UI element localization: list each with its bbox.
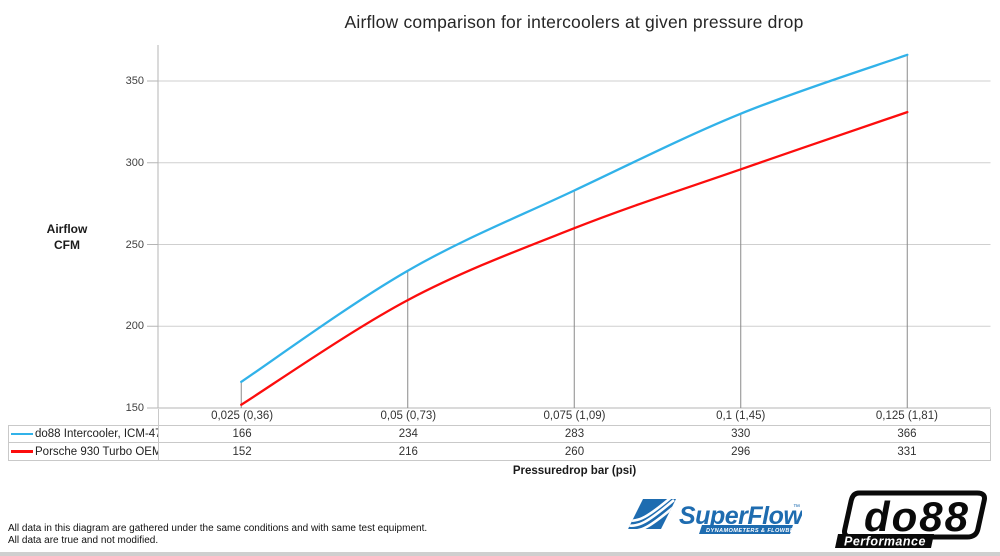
legend-label-1: Porsche 930 Turbo OEM: [35, 445, 159, 458]
superflow-banner: [699, 525, 793, 534]
value-cell-s0-c1: 234: [398, 428, 418, 440]
value-cell-s1-c4: 331: [897, 445, 917, 458]
y-tick-label-200: 200: [125, 320, 144, 333]
value-cell-s1-c2: 260: [564, 445, 585, 458]
legend-label-0: do88 Intercooler, ICM-470: [35, 428, 159, 440]
page-title: Airflow comparison for intercoolers at g…: [344, 12, 804, 32]
legend-swatch-1: [11, 450, 33, 453]
legend-cell-0: do88 Intercooler, ICM-470: [9, 426, 159, 442]
y-axis-title-line1: Airflow: [46, 222, 88, 236]
category-label-3: 0,1 (1,45): [716, 410, 766, 422]
y-tick-label-250: 250: [125, 238, 144, 251]
superflow-tagline: DYNAMOMETERS & FLOWBENCHES: [706, 528, 802, 534]
y-tick-label-150: 150: [125, 402, 144, 414]
table-row-series-0: do88 Intercooler, ICM-470 166 234 283 330 366: [8, 425, 991, 443]
legend-swatch-0: [11, 432, 33, 436]
superflow-tm-mark: ™: [793, 504, 800, 511]
y-tick-label-300: 300: [125, 156, 144, 169]
y-tick-label-350: 350: [125, 75, 144, 87]
y-axis-title-line2: CFM: [54, 238, 80, 252]
value-cell-s1-c1: 216: [398, 445, 418, 458]
do88-performance-banner: [835, 534, 934, 548]
footnote: All data in this diagram are gathered un…: [8, 523, 427, 546]
do88-logo: do88 Performance: [835, 490, 987, 549]
x-axis-category-row: 0,025 (0,36) 0,05 (0,73) 0,075 (1,09) 0,1 (…: [158, 409, 991, 425]
do88-wordmark: do88: [864, 493, 970, 540]
value-cell-s0-c0: 166: [232, 428, 252, 440]
value-cell-s1-c0: 152: [232, 445, 252, 458]
series-line-0: [240, 53, 909, 383]
value-cell-s1-c3: 296: [731, 445, 751, 458]
category-label-4: 0,125 (1,81): [875, 410, 938, 422]
table-row-series-1: Porsche 930 Turbo OEM 152 216 260 296 331: [8, 443, 991, 461]
category-label-1: 0,05 (0,73): [380, 410, 437, 422]
footnote-line1: All data in this diagram are gathered un…: [8, 523, 428, 534]
do88-tagline: Performance: [844, 535, 926, 549]
superflow-logo: SuperFlow ™ DYNAMOMETERS & FLOWBENCHES: [628, 499, 802, 534]
value-cell-s0-c2: 283: [564, 428, 585, 440]
footnote-line2: All data are true and not modified.: [8, 534, 159, 546]
do88-frame-icon: [842, 490, 987, 540]
series-line-1: [240, 110, 909, 406]
value-cell-s0-c3: 330: [731, 428, 751, 440]
legend-cell-1: Porsche 930 Turbo OEM: [9, 443, 159, 460]
x-axis-title: Pressuredrop bar (psi): [512, 465, 637, 477]
window-edge-strip: [0, 552, 1000, 556]
category-label-0: 0,025 (0,36): [211, 410, 274, 422]
category-label-2: 0,075 (1,09): [543, 410, 606, 422]
value-cell-s0-c4: 366: [897, 428, 917, 440]
y-axis-title: Airflow CFM: [28, 221, 106, 253]
superflow-emblem-icon: [628, 499, 676, 529]
